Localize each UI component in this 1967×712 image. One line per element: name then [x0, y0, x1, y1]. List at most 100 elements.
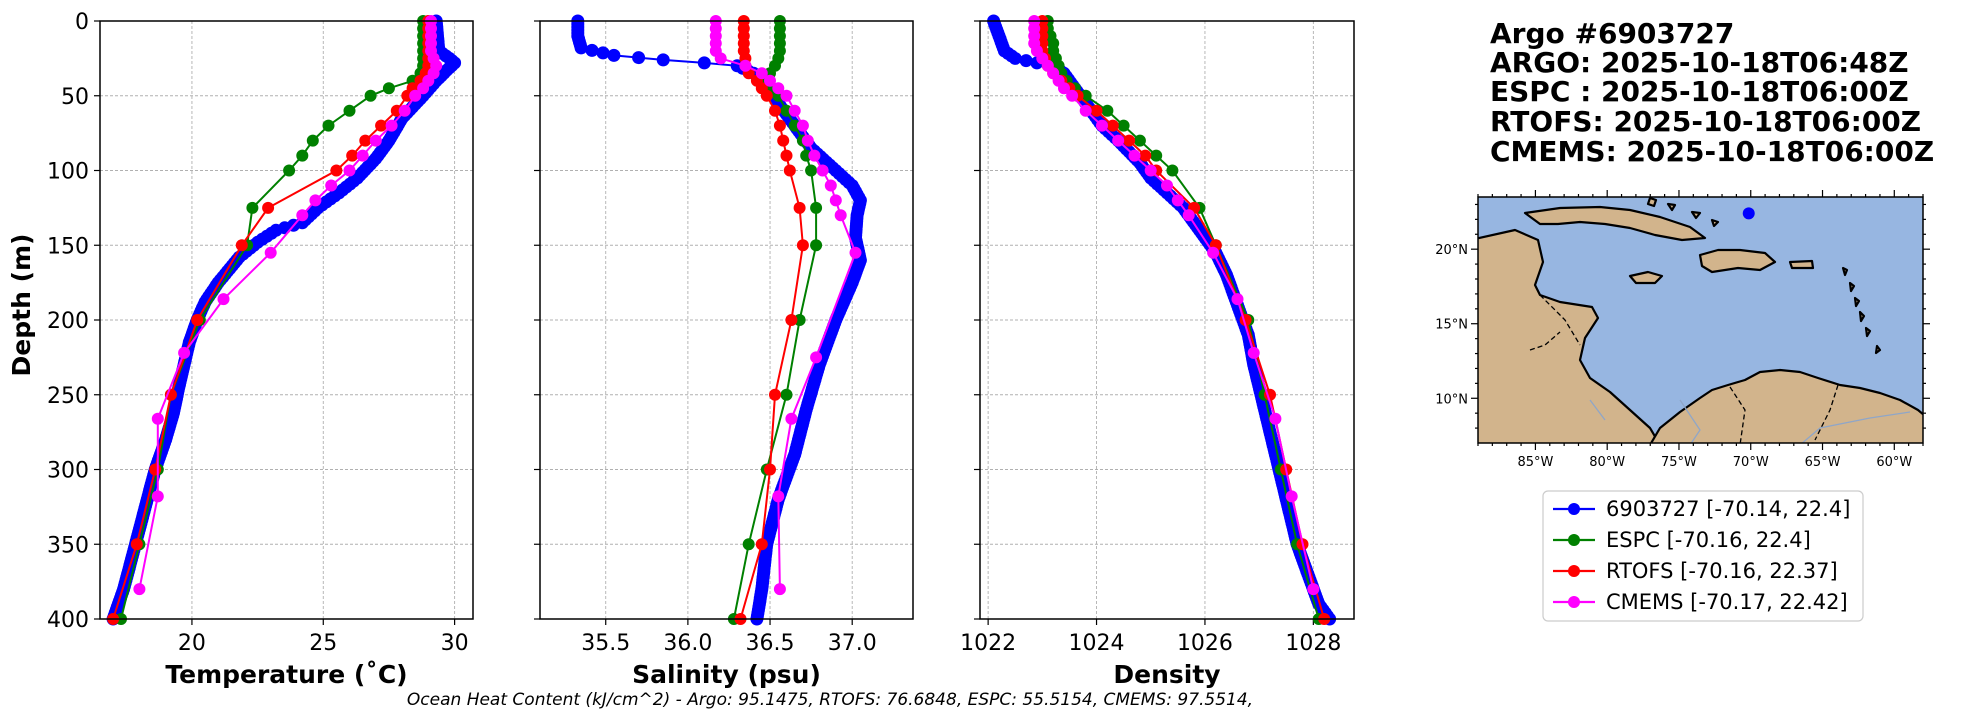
espc-point: [1166, 164, 1179, 177]
argo-point: [596, 46, 610, 60]
cmems-point: [1171, 194, 1184, 207]
cmems-point: [1231, 293, 1244, 306]
cmems-point: [309, 194, 322, 207]
hispaniola-island: [1698, 248, 1777, 274]
cmems-point: [788, 104, 801, 117]
espc-point: [1101, 104, 1114, 117]
rtofs-point: [346, 149, 359, 162]
x-tick-label: 1022: [960, 631, 1016, 656]
espc-point: [742, 538, 755, 551]
espc-point: [296, 149, 309, 162]
espc-point: [306, 134, 319, 147]
espc-point: [793, 314, 806, 326]
cmems-point: [296, 209, 309, 222]
cmems-point: [1096, 119, 1108, 132]
cmems-point: [1285, 490, 1298, 503]
map-ticks: 85°W 80°W 75°W 70°W 65°W 60°W 20°N 15°N 10°N: [1435, 190, 1930, 470]
cmems-series: [1028, 15, 1320, 596]
rtofs-point: [785, 314, 798, 326]
x-tick-label: 35.5: [581, 631, 630, 656]
cmems-point: [1058, 82, 1070, 95]
argo-point: [697, 56, 711, 70]
cmems-series: [133, 15, 443, 596]
argo-series: [571, 14, 867, 626]
cmems-point: [151, 490, 164, 503]
cmems-point: [755, 67, 768, 80]
cmems-point: [1207, 246, 1220, 259]
rtofs-point: [262, 201, 275, 214]
rtofs-point: [375, 119, 388, 132]
rtofs-point: [780, 149, 793, 162]
map-lat-label: 20°N: [1435, 243, 1468, 258]
cmems-point: [1269, 412, 1282, 425]
title-line-2: ARGO: 2025-10-18T06:48Z: [1490, 46, 1909, 79]
location-map: 85°W 80°W 75°W 70°W 65°W 60°W 20°N 15°N 10°N: [1435, 190, 1930, 470]
map-land: [1478, 197, 1923, 443]
legend-label: RTOFS [-70.16, 22.37]: [1606, 559, 1838, 583]
cmems-point: [217, 293, 230, 306]
x-tick-label: 36.5: [746, 631, 795, 656]
rtofs-point: [330, 164, 343, 177]
cmems-point: [816, 164, 829, 177]
cmems-point: [773, 583, 786, 596]
puerto-rico-island: [1788, 259, 1815, 270]
x-tick-label: 25: [309, 631, 337, 656]
cmems-point: [796, 119, 809, 132]
x-tick-label: 37.0: [828, 631, 877, 656]
cmems-point: [1144, 164, 1157, 177]
legend-marker: [1568, 534, 1580, 546]
cmems-point: [801, 134, 814, 147]
y-tick-label: 400: [47, 608, 89, 633]
title-block: Argo #6903727 ARGO: 2025-10-18T06:48Z ES…: [1490, 17, 1934, 168]
cmems-point: [264, 246, 277, 259]
espc-point: [322, 119, 335, 132]
cmems-point: [808, 149, 821, 162]
rtofs-point: [769, 388, 781, 401]
map-lon-label: 85°W: [1517, 455, 1553, 470]
plot-frame: [539, 20, 914, 620]
title-line-1: Argo #6903727: [1490, 17, 1734, 50]
map-lon-label: 65°W: [1805, 455, 1841, 470]
salinity-panel: 35.5 36.0 36.5 37.0 Salinity (psu): [534, 14, 914, 689]
cmems-point: [824, 179, 837, 192]
cuba-island: [1523, 205, 1707, 242]
lesser-antilles: [1841, 266, 1882, 355]
rtofs-point: [755, 538, 768, 551]
argo-point: [1019, 54, 1033, 68]
cmems-point: [1161, 179, 1173, 192]
cmems-point: [772, 82, 785, 95]
map-frame: [1477, 196, 1924, 444]
cmems-point: [356, 149, 369, 162]
cmems-point: [780, 89, 793, 102]
x-tick-label: 1028: [1285, 631, 1341, 656]
rtofs-point: [793, 201, 806, 214]
south-america: [1649, 368, 1923, 443]
rtofs-point: [796, 239, 809, 252]
argo-point: [574, 41, 588, 55]
rtofs-point: [1123, 134, 1136, 147]
rtofs-point: [130, 538, 143, 551]
cmems-point: [1307, 583, 1320, 596]
legend-frame: [1542, 490, 1864, 622]
legend-label: 6903727 [-70.14, 22.4]: [1606, 497, 1850, 521]
map-lon-label: 75°W: [1661, 455, 1697, 470]
rtofs-point: [191, 314, 204, 326]
map-lon-label: 80°W: [1589, 455, 1625, 470]
y-tick-label: 250: [47, 384, 89, 409]
map-borders: [1529, 294, 1911, 443]
espc-point: [780, 388, 793, 401]
cmems-point: [409, 89, 422, 102]
y-tick-label: 150: [47, 234, 89, 259]
cmems-series: [709, 15, 862, 596]
x-tick-label: 30: [441, 631, 469, 656]
y-tick-label: 350: [47, 533, 89, 558]
espc-point: [788, 119, 801, 132]
legend: 6903727 [-70.14, 22.4] ESPC [-70.16, 22.4…: [1542, 490, 1864, 622]
cmems-point: [385, 119, 398, 132]
cmems-point: [151, 412, 164, 425]
x-tick-label: 20: [178, 631, 206, 656]
plot-frame: [99, 20, 474, 620]
espc-point: [1133, 134, 1146, 147]
cmems-point: [849, 246, 862, 259]
